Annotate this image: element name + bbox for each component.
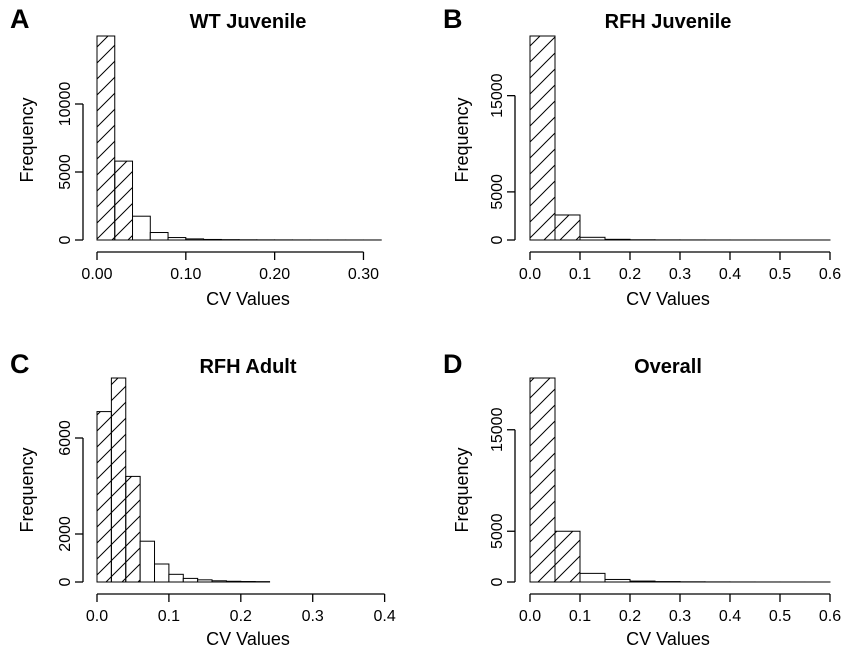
panel-c-xlabel: CV Values [206,629,290,649]
panel-b-bars [529,35,831,241]
panel-c-y-tick-label-1: 2000 [57,516,74,552]
panel-d-y-tick-label-1: 5000 [489,513,506,549]
panel-c-title: RFH Adult [199,356,296,378]
panel-d-bars [529,377,831,583]
panel-d-x-tick-label-0: 0.0 [519,608,541,625]
panel-d-x-tick-label-5: 0.5 [769,608,791,625]
panel-c-x-tick-label-4: 0.4 [373,608,395,625]
panel-b-y-tick-label-2: 15000 [489,73,506,118]
panel-a-x-tick-label-2: 0.20 [259,266,290,283]
panel-c-axes: 0.0 0.1 0.2 0.3 0.4 0 2000 6000 [57,420,396,625]
panel-c-bar-6 [182,577,199,583]
panel-a-bar-4 [167,237,187,241]
panel-c-x-tick-label-1: 0.1 [158,608,180,625]
panel-a-y-tick-label-2: 10000 [57,82,74,127]
panel-b-bar-2 [579,236,606,241]
panel-letter-d: D [443,349,463,379]
panel-d-title: Overall [634,356,702,378]
panel-a-x-tick-label-3: 0.30 [348,266,379,283]
panel-a-bar-3 [149,232,169,241]
panel-d-axes: 0.0 0.1 0.2 0.3 0.4 0.5 0.6 0 5000 15000 [489,407,841,625]
panel-d-ylabel: Frequency [452,447,472,532]
panel-a-bar-2 [132,215,151,241]
panel-a-axes: 0.00 0.10 0.20 0.30 0 5000 10000 [57,82,379,283]
panel-b-x-tick-label-4: 0.4 [719,266,741,283]
panel-b-x-tick-label-6: 0.6 [819,266,841,283]
panel-d-x-tick-label-4: 0.4 [719,608,741,625]
panel-b-y-tick-label-0: 0 [489,235,506,244]
panel-b-title: RFH Juvenile [605,11,732,33]
panel-letter-c: C [10,349,30,379]
panel-c-y-tick-label-0: 0 [57,577,74,586]
panel-a-y-tick-label-1: 5000 [57,154,74,190]
panel-c-x-tick-label-3: 0.3 [302,608,324,625]
panel-c-x-tick-label-0: 0.0 [86,608,108,625]
panel-b-x-tick-label-2: 0.2 [619,266,641,283]
panel-a-xlabel: CV Values [206,289,290,309]
panel-c-bar-5 [168,573,184,583]
panel-b-xlabel: CV Values [626,289,710,309]
panel-a-bar-6 [203,238,222,241]
panel-b-x-tick-label-1: 0.1 [569,266,591,283]
panel-letter-b: B [443,4,463,34]
panel-b-bar-3 [604,238,631,241]
panel-a-bars [96,35,382,241]
panel-a-bar-0 [96,35,116,241]
panel-c-bar-1 [110,377,127,583]
panel-d-x-tick-label-6: 0.6 [819,608,841,625]
panel-c-bar-2 [125,475,141,583]
panel-d-xlabel: CV Values [626,629,710,649]
panel-c-ylabel: Frequency [17,447,37,532]
panel-c-y-tick-label-2: 6000 [57,420,74,456]
panel-a-ylabel: Frequency [17,97,37,182]
panel-c-bar-8 [211,580,227,583]
panel-b-x-tick-label-0: 0.0 [519,266,541,283]
panel-a-title: WT Juvenile [190,11,307,33]
panel-c-bar-7 [197,579,213,583]
panel-b-ylabel: Frequency [452,97,472,182]
panel-c-x-tick-label-2: 0.2 [230,608,252,625]
panel-b-y-tick-label-1: 5000 [489,174,506,210]
panel-b: B RFH Juvenile 0.0 0.1 0.2 0.3 0.4 0.5 0.6 0 500… [443,4,841,309]
panel-d-bar-3 [604,578,631,583]
panel-b-bar-1 [554,214,581,241]
panel-letter-a: A [10,4,30,34]
panel-b-bar-0 [529,35,556,241]
panel-d-x-tick-label-3: 0.3 [669,608,691,625]
panel-a-bar-1 [114,160,134,241]
panel-c: C RFH Adult 0.0 0.1 0.2 0.3 0.4 0 2000 6000 CV … [10,349,396,649]
panel-b-x-tick-label-3: 0.3 [669,266,691,283]
panel-d-bar-4 [629,580,656,583]
panel-a-bar-5 [185,238,205,241]
panel-d-bar-1 [554,530,581,583]
panel-d: D Overall 0.0 0.1 0.2 0.3 0.4 0.5 0.6 0 5000 1500… [443,349,841,649]
panel-d-bar-2 [579,572,606,583]
panel-c-bar-4 [154,563,170,583]
panel-c-bars [96,377,271,583]
panel-d-x-tick-label-1: 0.1 [569,608,591,625]
panel-b-x-tick-label-5: 0.5 [769,266,791,283]
panel-d-y-tick-label-0: 0 [489,577,506,586]
panel-c-bar-9 [225,580,242,583]
panel-a-x-tick-label-1: 0.10 [170,266,201,283]
panel-d-bar-0 [529,377,556,583]
panel-a-x-tick-label-0: 0.00 [81,266,112,283]
panel-a: A WT Juvenile 0.00 0.10 0.20 0.30 0 5000 10000… [10,4,382,309]
panel-b-axes: 0.0 0.1 0.2 0.3 0.4 0.5 0.6 0 5000 15000 [489,73,841,283]
panel-c-bar-0 [96,411,112,583]
panel-c-bar-3 [139,540,156,583]
panel-d-x-tick-label-2: 0.2 [619,608,641,625]
panel-a-y-tick-label-0: 0 [57,235,74,244]
panel-d-y-tick-label-2: 15000 [489,407,506,452]
